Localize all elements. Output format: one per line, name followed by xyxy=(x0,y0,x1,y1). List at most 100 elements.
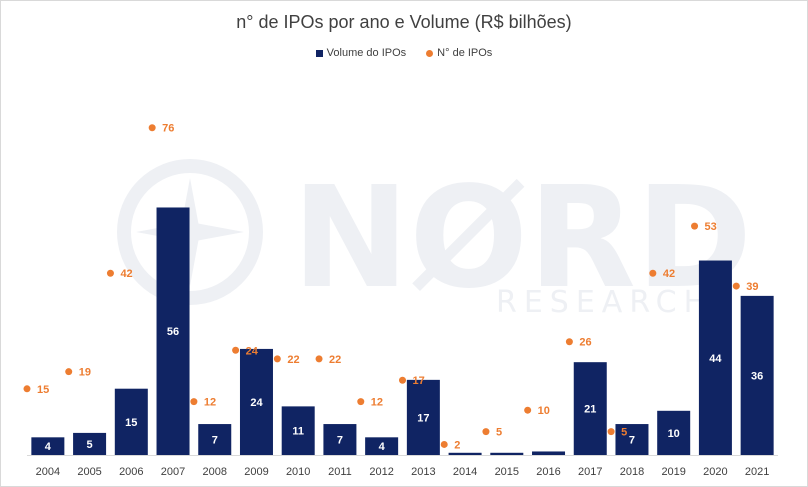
dot-data-label: 17 xyxy=(413,375,425,387)
dot xyxy=(440,440,448,448)
bar xyxy=(532,451,566,455)
bar-data-label: 56 xyxy=(167,326,179,338)
bar-data-label: 11 xyxy=(292,426,304,438)
x-axis: 2004 2005 2006 2007 2008 2009 2010 2011 2012 2013… xyxy=(27,455,778,478)
bar xyxy=(31,437,65,455)
dot-data-label: 76 xyxy=(162,123,174,135)
x-tick-label: 2019 xyxy=(661,466,685,478)
bar xyxy=(323,424,357,455)
dot-data-label: 10 xyxy=(538,405,550,417)
x-tick-label: 2004 xyxy=(36,466,60,478)
dot xyxy=(273,355,281,363)
dot-data-label: 53 xyxy=(705,221,717,233)
dot xyxy=(190,398,198,406)
dot xyxy=(649,269,657,277)
watermark-compass-needle-h xyxy=(136,222,244,242)
bar xyxy=(615,424,649,455)
x-tick-label: 2016 xyxy=(536,466,560,478)
dot-data-label: 19 xyxy=(79,367,91,379)
dot xyxy=(23,385,31,393)
bar-data-label: 7 xyxy=(337,435,343,447)
dot xyxy=(357,398,365,406)
legend-label-volume: Volume do IPOs xyxy=(326,47,407,59)
x-tick-label: 2018 xyxy=(620,466,644,478)
legend-swatch-dot xyxy=(426,49,434,57)
bar-data-label: 15 xyxy=(125,417,137,429)
bar-data-label: 44 xyxy=(709,353,722,365)
dot-data-label: 42 xyxy=(663,268,675,280)
dot xyxy=(399,376,406,384)
x-tick-label: 2005 xyxy=(77,466,101,478)
chart-title: n° de IPOs por ano e Volume (R$ bilhões) xyxy=(236,12,572,32)
x-tick-label: 2009 xyxy=(244,466,268,478)
dot xyxy=(691,222,699,230)
x-tick-label: 2017 xyxy=(578,466,602,478)
dot-data-label: 24 xyxy=(246,345,259,357)
dot-data-label: 12 xyxy=(371,397,383,409)
bar xyxy=(365,437,399,455)
dot-data-label: 15 xyxy=(37,384,49,396)
dot xyxy=(65,368,73,376)
x-tick-label: 2008 xyxy=(203,466,227,478)
legend-swatch-bar xyxy=(315,49,323,57)
bar xyxy=(740,295,774,455)
dot xyxy=(524,406,532,414)
bar xyxy=(657,410,691,455)
bar xyxy=(573,362,607,455)
legend-item-volume: Volume do IPOs xyxy=(315,47,407,59)
dot xyxy=(106,269,114,277)
x-tick-label: 2012 xyxy=(369,466,393,478)
legend: Volume do IPOs N° de IPOs xyxy=(0,47,808,59)
dot xyxy=(232,346,240,354)
dot xyxy=(482,428,490,436)
x-tick-label: 2007 xyxy=(161,466,185,478)
bar xyxy=(73,432,107,455)
bar-data-label: 4 xyxy=(379,441,386,453)
x-tick-label: 2014 xyxy=(453,466,477,478)
dot-data-label: 26 xyxy=(579,337,591,349)
watermark-compass-ring xyxy=(117,159,263,305)
dot xyxy=(148,124,156,132)
x-tick-label: 2020 xyxy=(703,466,727,478)
watermark-sub: RESEARCH xyxy=(496,285,713,320)
dot-data-label: 5 xyxy=(621,427,627,439)
bar-data-label: 7 xyxy=(212,435,218,447)
bar xyxy=(114,388,148,455)
x-tick-label: 2010 xyxy=(286,466,310,478)
bar-data-label: 36 xyxy=(751,370,763,382)
dot-data-label: 42 xyxy=(120,268,132,280)
x-tick-label: 2013 xyxy=(411,466,435,478)
bar xyxy=(198,424,232,455)
bar xyxy=(406,379,440,455)
dot-data-label: 39 xyxy=(746,281,758,293)
bar-data-label: 17 xyxy=(417,412,429,424)
dot-data-label: 22 xyxy=(287,354,299,366)
bar xyxy=(698,260,732,455)
bar-data-label: 24 xyxy=(250,397,263,409)
watermark-brand: NØRD xyxy=(292,157,752,320)
bar xyxy=(448,452,482,455)
dot xyxy=(565,338,573,346)
bar-data-label: 10 xyxy=(668,428,680,440)
bar xyxy=(490,452,524,455)
dot-data-label: 22 xyxy=(329,354,341,366)
dot-data-label: 12 xyxy=(204,397,216,409)
bar xyxy=(281,406,315,455)
bar-data-label: 7 xyxy=(629,435,635,447)
legend-item-ipos: N° de IPOs xyxy=(426,47,492,59)
x-tick-label: 2015 xyxy=(495,466,519,478)
dot xyxy=(315,355,323,363)
dot-series: 15 19 42 76 12 24 22 22 12 17 2 5 10 26 5 42 53 39 xyxy=(23,123,759,451)
dot-data-label: 5 xyxy=(496,427,502,439)
x-tick-label: 2006 xyxy=(119,466,143,478)
bar xyxy=(239,348,273,455)
bar xyxy=(156,207,190,455)
bar-data-label: 4 xyxy=(45,441,52,453)
x-tick-label: 2021 xyxy=(745,466,769,478)
dot xyxy=(732,282,740,290)
dot-data-label: 2 xyxy=(454,439,460,451)
bar-data-label: 21 xyxy=(584,404,596,416)
